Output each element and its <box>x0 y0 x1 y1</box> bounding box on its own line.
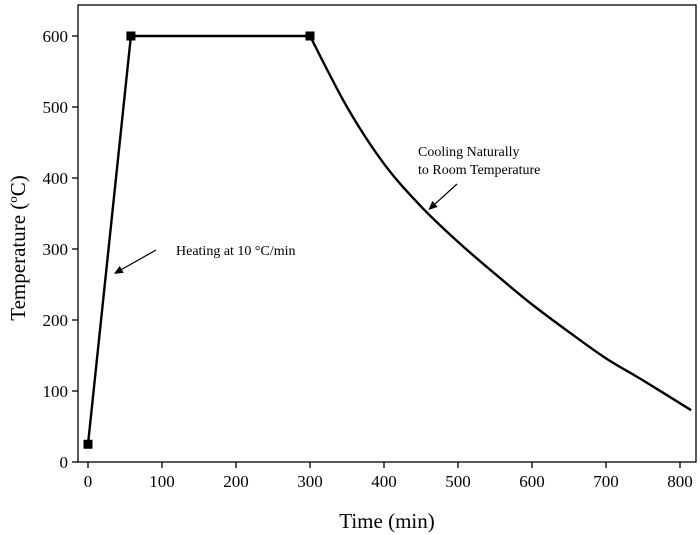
y-tick-label: 300 <box>43 240 69 259</box>
x-tick-label: 200 <box>223 472 249 491</box>
annotation-heating-arrowhead <box>113 265 124 274</box>
annotation-cooling-text: to Room Temperature <box>418 163 540 178</box>
annotation-cooling-arrow <box>434 183 458 205</box>
data-point-marker <box>83 439 93 449</box>
y-tick-label: 600 <box>43 27 69 46</box>
y-tick-label: 200 <box>43 311 69 330</box>
annotation-heating-arrow <box>121 249 157 270</box>
x-tick-label: 800 <box>667 472 693 491</box>
x-tick-label: 500 <box>445 472 471 491</box>
y-tick-label: 500 <box>43 98 69 117</box>
plot-border <box>77 4 697 463</box>
x-tick-label: 300 <box>297 472 323 491</box>
annotations-group: Heating at 10 °C/min Cooling Naturally to … <box>113 145 540 274</box>
y-axis-title-main: Temperature ( <box>6 203 30 321</box>
x-tick-label: 0 <box>84 472 93 491</box>
x-tick-label: 600 <box>519 472 545 491</box>
y-axis-title: Temperature (oC) <box>5 175 30 321</box>
annotation-cooling-text: Cooling Naturally <box>418 145 520 160</box>
data-point-marker <box>126 31 136 41</box>
y-axis-title-superscript: o <box>5 196 20 203</box>
temperature-line <box>86 34 692 445</box>
annotation-heating-text: Heating at 10 °C/min <box>176 244 296 259</box>
annotation-cooling-arrowhead <box>428 200 438 210</box>
y-tick-label: 0 <box>60 453 69 472</box>
x-tick-label: 400 <box>371 472 397 491</box>
x-axis-title: Time (min) <box>339 509 434 533</box>
plot-frame <box>77 4 697 463</box>
y-axis-title-tail: C) <box>6 175 30 196</box>
data-point-marker <box>305 31 315 41</box>
y-axis-ticks: 0 100 200 300 400 500 600 <box>43 27 78 472</box>
series-group <box>83 31 692 449</box>
x-tick-label: 100 <box>149 472 175 491</box>
x-tick-label: 700 <box>593 472 619 491</box>
y-tick-label: 400 <box>43 169 69 188</box>
x-axis-ticks: 0 100 200 300 400 500 600 700 800 <box>84 462 693 491</box>
y-tick-label: 100 <box>43 382 69 401</box>
